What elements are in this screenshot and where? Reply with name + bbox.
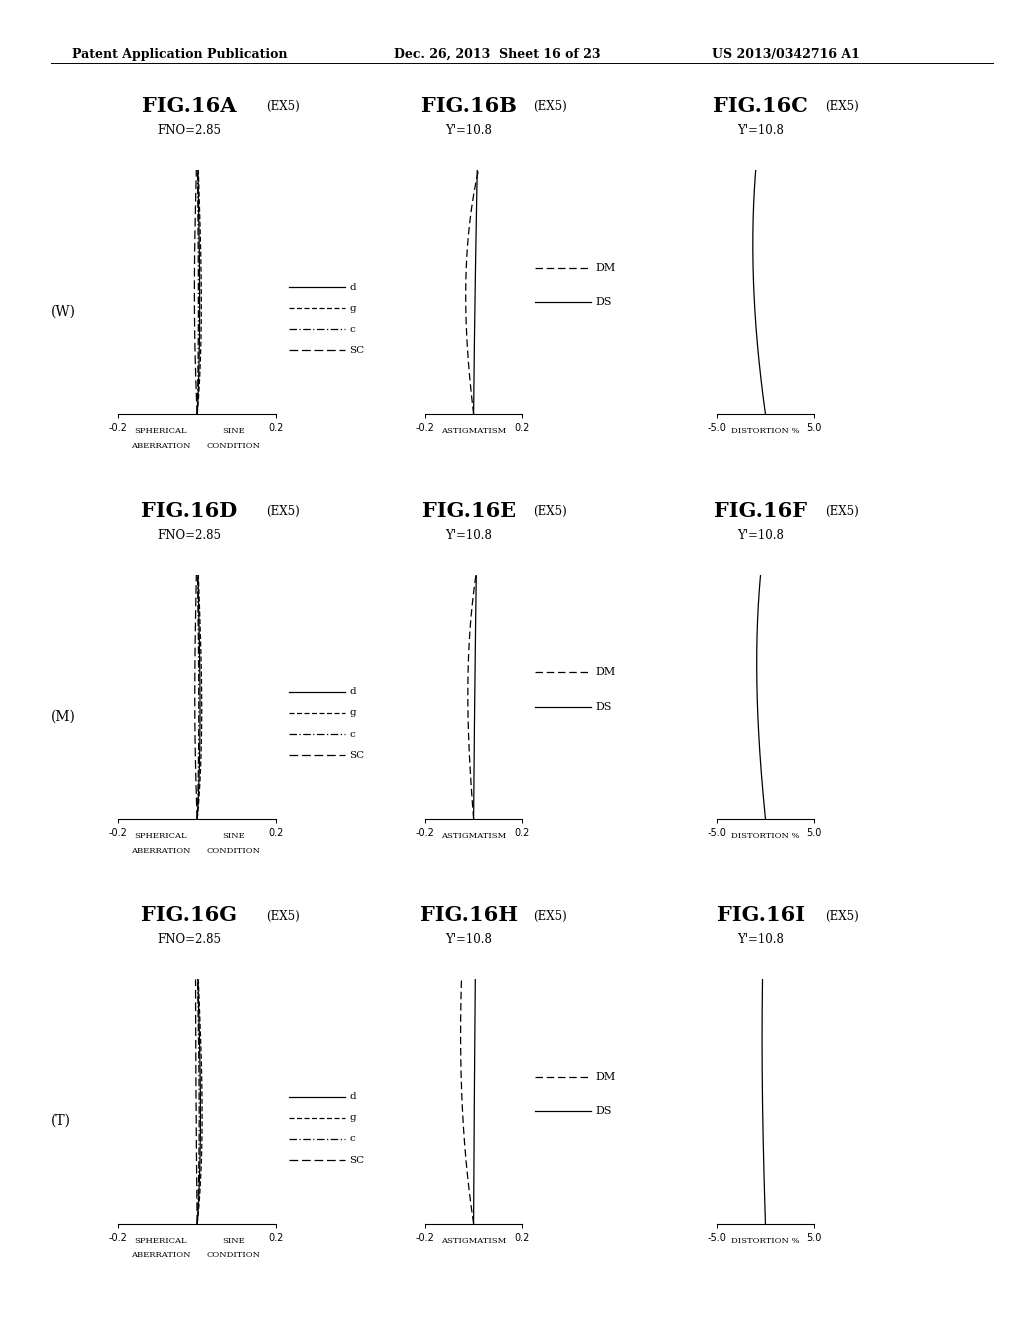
Text: DM: DM (595, 668, 615, 677)
Text: Y'=10.8: Y'=10.8 (737, 528, 784, 541)
Text: FIG.16F: FIG.16F (714, 500, 807, 520)
Text: SINE: SINE (222, 1237, 245, 1245)
Text: ASTIGMATISM: ASTIGMATISM (441, 1237, 506, 1245)
Text: FNO=2.85: FNO=2.85 (158, 528, 221, 541)
Text: Y'=10.8: Y'=10.8 (737, 933, 784, 946)
Text: g: g (349, 1113, 355, 1122)
Text: FIG.16E: FIG.16E (422, 500, 516, 520)
Text: Y'=10.8: Y'=10.8 (445, 528, 493, 541)
Text: Y'=10.8: Y'=10.8 (445, 124, 493, 137)
Text: DISTORTION %: DISTORTION % (731, 428, 800, 436)
Text: FIG.16D: FIG.16D (141, 500, 238, 520)
Text: DS: DS (595, 297, 611, 306)
Text: ABERRATION: ABERRATION (131, 1251, 190, 1259)
Text: US 2013/0342716 A1: US 2013/0342716 A1 (712, 48, 859, 61)
Text: FIG.16B: FIG.16B (421, 96, 517, 116)
Text: DISTORTION %: DISTORTION % (731, 832, 800, 840)
Text: FNO=2.85: FNO=2.85 (158, 933, 221, 946)
Text: c: c (349, 730, 355, 739)
Text: (EX5): (EX5) (266, 100, 300, 114)
Text: g: g (349, 709, 355, 718)
Text: FIG.16H: FIG.16H (420, 906, 518, 925)
Text: SPHERICAL: SPHERICAL (134, 1237, 187, 1245)
Text: (W): (W) (51, 305, 76, 318)
Text: (EX5): (EX5) (534, 504, 567, 517)
Text: (EX5): (EX5) (825, 100, 859, 114)
Text: FIG.16A: FIG.16A (142, 96, 237, 116)
Text: ASTIGMATISM: ASTIGMATISM (441, 832, 506, 840)
Text: c: c (349, 1134, 355, 1143)
Text: (EX5): (EX5) (266, 504, 300, 517)
Text: SPHERICAL: SPHERICAL (134, 428, 187, 436)
Text: DISTORTION %: DISTORTION % (731, 1237, 800, 1245)
Text: DS: DS (595, 1106, 611, 1117)
Text: SC: SC (349, 751, 365, 760)
Text: DS: DS (595, 701, 611, 711)
Text: (EX5): (EX5) (266, 909, 300, 923)
Text: CONDITION: CONDITION (207, 846, 261, 854)
Text: FNO=2.85: FNO=2.85 (158, 124, 221, 137)
Text: SINE: SINE (222, 428, 245, 436)
Text: d: d (349, 688, 355, 697)
Text: Patent Application Publication: Patent Application Publication (72, 48, 287, 61)
Text: CONDITION: CONDITION (207, 442, 261, 450)
Text: c: c (349, 325, 355, 334)
Text: Dec. 26, 2013  Sheet 16 of 23: Dec. 26, 2013 Sheet 16 of 23 (394, 48, 601, 61)
Text: ABERRATION: ABERRATION (131, 846, 190, 854)
Text: d: d (349, 1092, 355, 1101)
Text: DM: DM (595, 1072, 615, 1082)
Text: FIG.16C: FIG.16C (713, 96, 808, 116)
Text: SC: SC (349, 346, 365, 355)
Text: (EX5): (EX5) (534, 100, 567, 114)
Text: Y'=10.8: Y'=10.8 (445, 933, 493, 946)
Text: ABERRATION: ABERRATION (131, 442, 190, 450)
Text: d: d (349, 282, 355, 292)
Text: Y'=10.8: Y'=10.8 (737, 124, 784, 137)
Text: (EX5): (EX5) (825, 504, 859, 517)
Text: (T): (T) (51, 1114, 72, 1129)
Text: SPHERICAL: SPHERICAL (134, 832, 187, 840)
Text: FIG.16G: FIG.16G (141, 906, 238, 925)
Text: (EX5): (EX5) (534, 909, 567, 923)
Text: (M): (M) (51, 709, 76, 723)
Text: g: g (349, 304, 355, 313)
Text: DM: DM (595, 263, 615, 272)
Text: (EX5): (EX5) (825, 909, 859, 923)
Text: SC: SC (349, 1155, 365, 1164)
Text: SINE: SINE (222, 832, 245, 840)
Text: CONDITION: CONDITION (207, 1251, 261, 1259)
Text: FIG.16I: FIG.16I (717, 906, 805, 925)
Text: ASTIGMATISM: ASTIGMATISM (441, 428, 506, 436)
